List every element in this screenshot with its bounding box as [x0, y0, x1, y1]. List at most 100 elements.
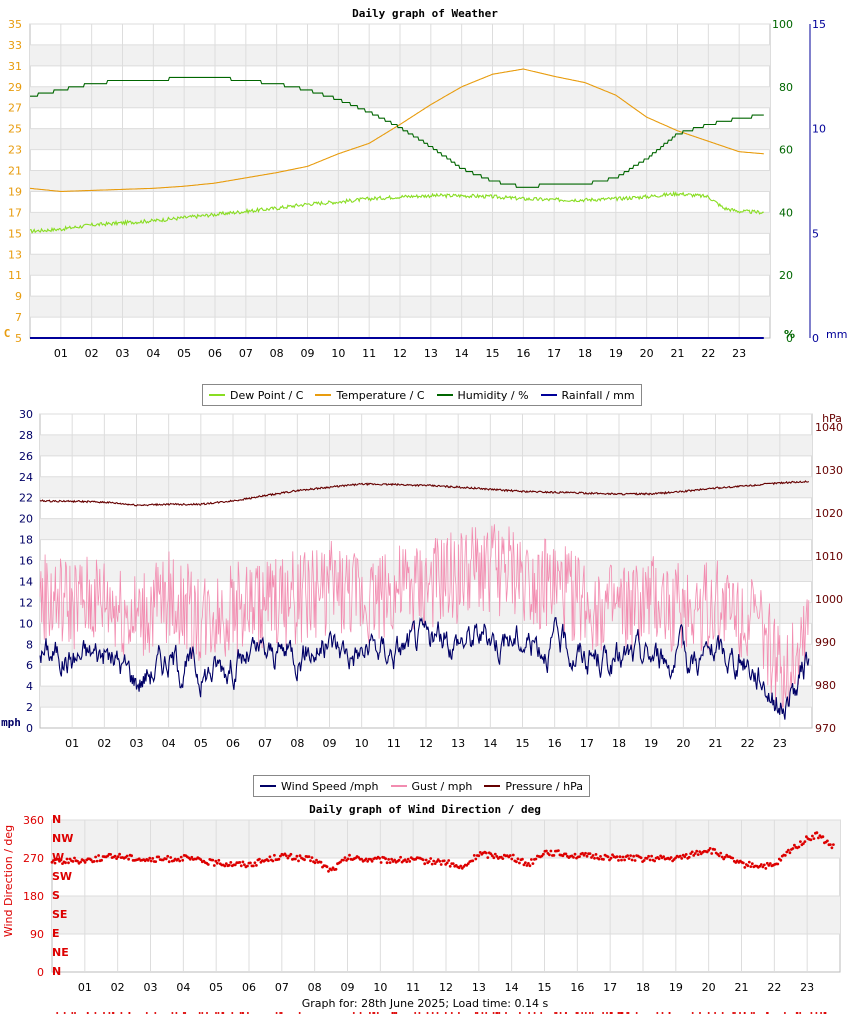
- direction-point: [783, 854, 787, 857]
- direction-point: [645, 857, 649, 860]
- y-tick-label: 90: [30, 928, 44, 941]
- compass-label: S: [52, 889, 60, 902]
- direction-calm-point: [564, 1012, 567, 1014]
- direction-point: [803, 840, 807, 843]
- direction-point: [268, 855, 272, 859]
- direction-point: [805, 835, 808, 839]
- y-left-tick-label: 20: [19, 513, 33, 526]
- legend-label: Rainfall / mm: [561, 388, 635, 402]
- direction-point: [397, 858, 401, 862]
- direction-calm-point: [533, 1012, 536, 1014]
- y-right-rainfall-tick-label: 15: [812, 18, 826, 31]
- y-left-tick-label: 35: [8, 18, 22, 31]
- direction-point: [648, 858, 652, 862]
- direction-point: [717, 854, 721, 858]
- direction-point: [594, 853, 598, 856]
- legend-label: Temperature / C: [336, 388, 425, 402]
- direction-point: [692, 854, 696, 857]
- series-line-1: [29, 68, 764, 192]
- y-left-tick-label: 33: [8, 39, 22, 52]
- y-right-rainfall-tick-label: 10: [812, 123, 826, 136]
- direction-calm-point: [810, 1012, 813, 1014]
- direction-point: [370, 859, 374, 863]
- direction-point: [325, 865, 329, 869]
- legend-item: Rainfall / mm: [540, 388, 635, 402]
- y-left-tick-label: 15: [8, 227, 22, 240]
- direction-point: [97, 854, 100, 857]
- temperature-unit-label: C: [4, 327, 11, 340]
- direction-calm-point: [799, 1012, 802, 1014]
- x-tick-label: 08: [290, 737, 304, 750]
- y-left-tick-label: 21: [8, 165, 22, 178]
- y-right-humidity-tick-label: 60: [779, 144, 793, 157]
- direction-point: [743, 866, 747, 869]
- direction-point: [690, 850, 694, 854]
- direction-point: [330, 868, 333, 872]
- legend-item: Pressure / hPa: [484, 780, 583, 793]
- direction-calm-point: [145, 1012, 148, 1014]
- y-left-tick-label: 8: [26, 638, 33, 651]
- x-tick-label: 16: [570, 981, 584, 994]
- direction-point: [696, 853, 700, 856]
- direction-point: [146, 859, 150, 862]
- direction-point: [642, 859, 646, 862]
- direction-point: [56, 857, 60, 861]
- x-tick-label: 20: [702, 981, 716, 994]
- direction-calm-point: [182, 1012, 185, 1014]
- direction-point: [542, 852, 545, 856]
- direction-point: [181, 858, 185, 862]
- direction-calm-point: [743, 1012, 746, 1014]
- direction-point: [584, 851, 587, 855]
- direction-calm-point: [184, 1012, 187, 1014]
- direction-point: [552, 854, 556, 857]
- footer-status: Graph for: 28th June 2025; Load time: 0.…: [301, 997, 549, 1010]
- direction-calm-point: [581, 1012, 584, 1014]
- direction-point: [297, 859, 300, 863]
- y-right-tick-label: 1000: [815, 593, 843, 606]
- direction-calm-point: [618, 1012, 621, 1014]
- direction-point: [125, 854, 129, 858]
- x-tick-label: 17: [603, 981, 617, 994]
- direction-point: [249, 861, 252, 865]
- x-tick-label: 19: [644, 737, 658, 750]
- x-tick-label: 13: [472, 981, 486, 994]
- direction-calm-point: [554, 1012, 557, 1014]
- direction-point: [557, 849, 560, 852]
- x-tick-label: 04: [162, 737, 176, 750]
- direction-point: [289, 852, 293, 856]
- direction-calm-point: [492, 1012, 495, 1014]
- direction-point: [313, 861, 317, 865]
- direction-calm-point: [635, 1012, 638, 1014]
- direction-calm-point: [246, 1012, 249, 1014]
- direction-calm-point: [627, 1012, 630, 1014]
- direction-point: [390, 857, 393, 861]
- direction-point: [521, 857, 524, 861]
- direction-point: [749, 865, 753, 868]
- direction-point: [564, 852, 568, 856]
- direction-point: [258, 857, 261, 861]
- direction-point: [647, 854, 650, 858]
- direction-point: [590, 856, 593, 859]
- direction-point: [489, 852, 493, 856]
- y-right-humidity-tick-label: 80: [779, 81, 793, 94]
- direction-calm-point: [559, 1012, 562, 1014]
- direction-point: [680, 857, 684, 860]
- x-tick-label: 15: [516, 737, 530, 750]
- direction-point: [826, 839, 829, 843]
- wind-direction-title: Daily graph of Wind Direction / deg: [309, 803, 541, 816]
- x-tick-label: 14: [483, 737, 497, 750]
- direction-calm-point: [753, 1012, 755, 1014]
- y-right-rainfall-tick-label: 0: [812, 332, 819, 345]
- direction-calm-point: [820, 1012, 823, 1014]
- direction-point: [327, 869, 330, 873]
- direction-point: [617, 859, 620, 862]
- direction-point: [525, 864, 529, 867]
- y-left-tick-label: 5: [15, 332, 22, 345]
- direction-point: [53, 861, 57, 865]
- direction-point: [618, 855, 622, 859]
- direction-point: [346, 857, 350, 861]
- direction-calm-point: [298, 1012, 301, 1014]
- direction-point: [788, 851, 792, 855]
- direction-point: [73, 856, 76, 860]
- direction-point: [214, 859, 218, 863]
